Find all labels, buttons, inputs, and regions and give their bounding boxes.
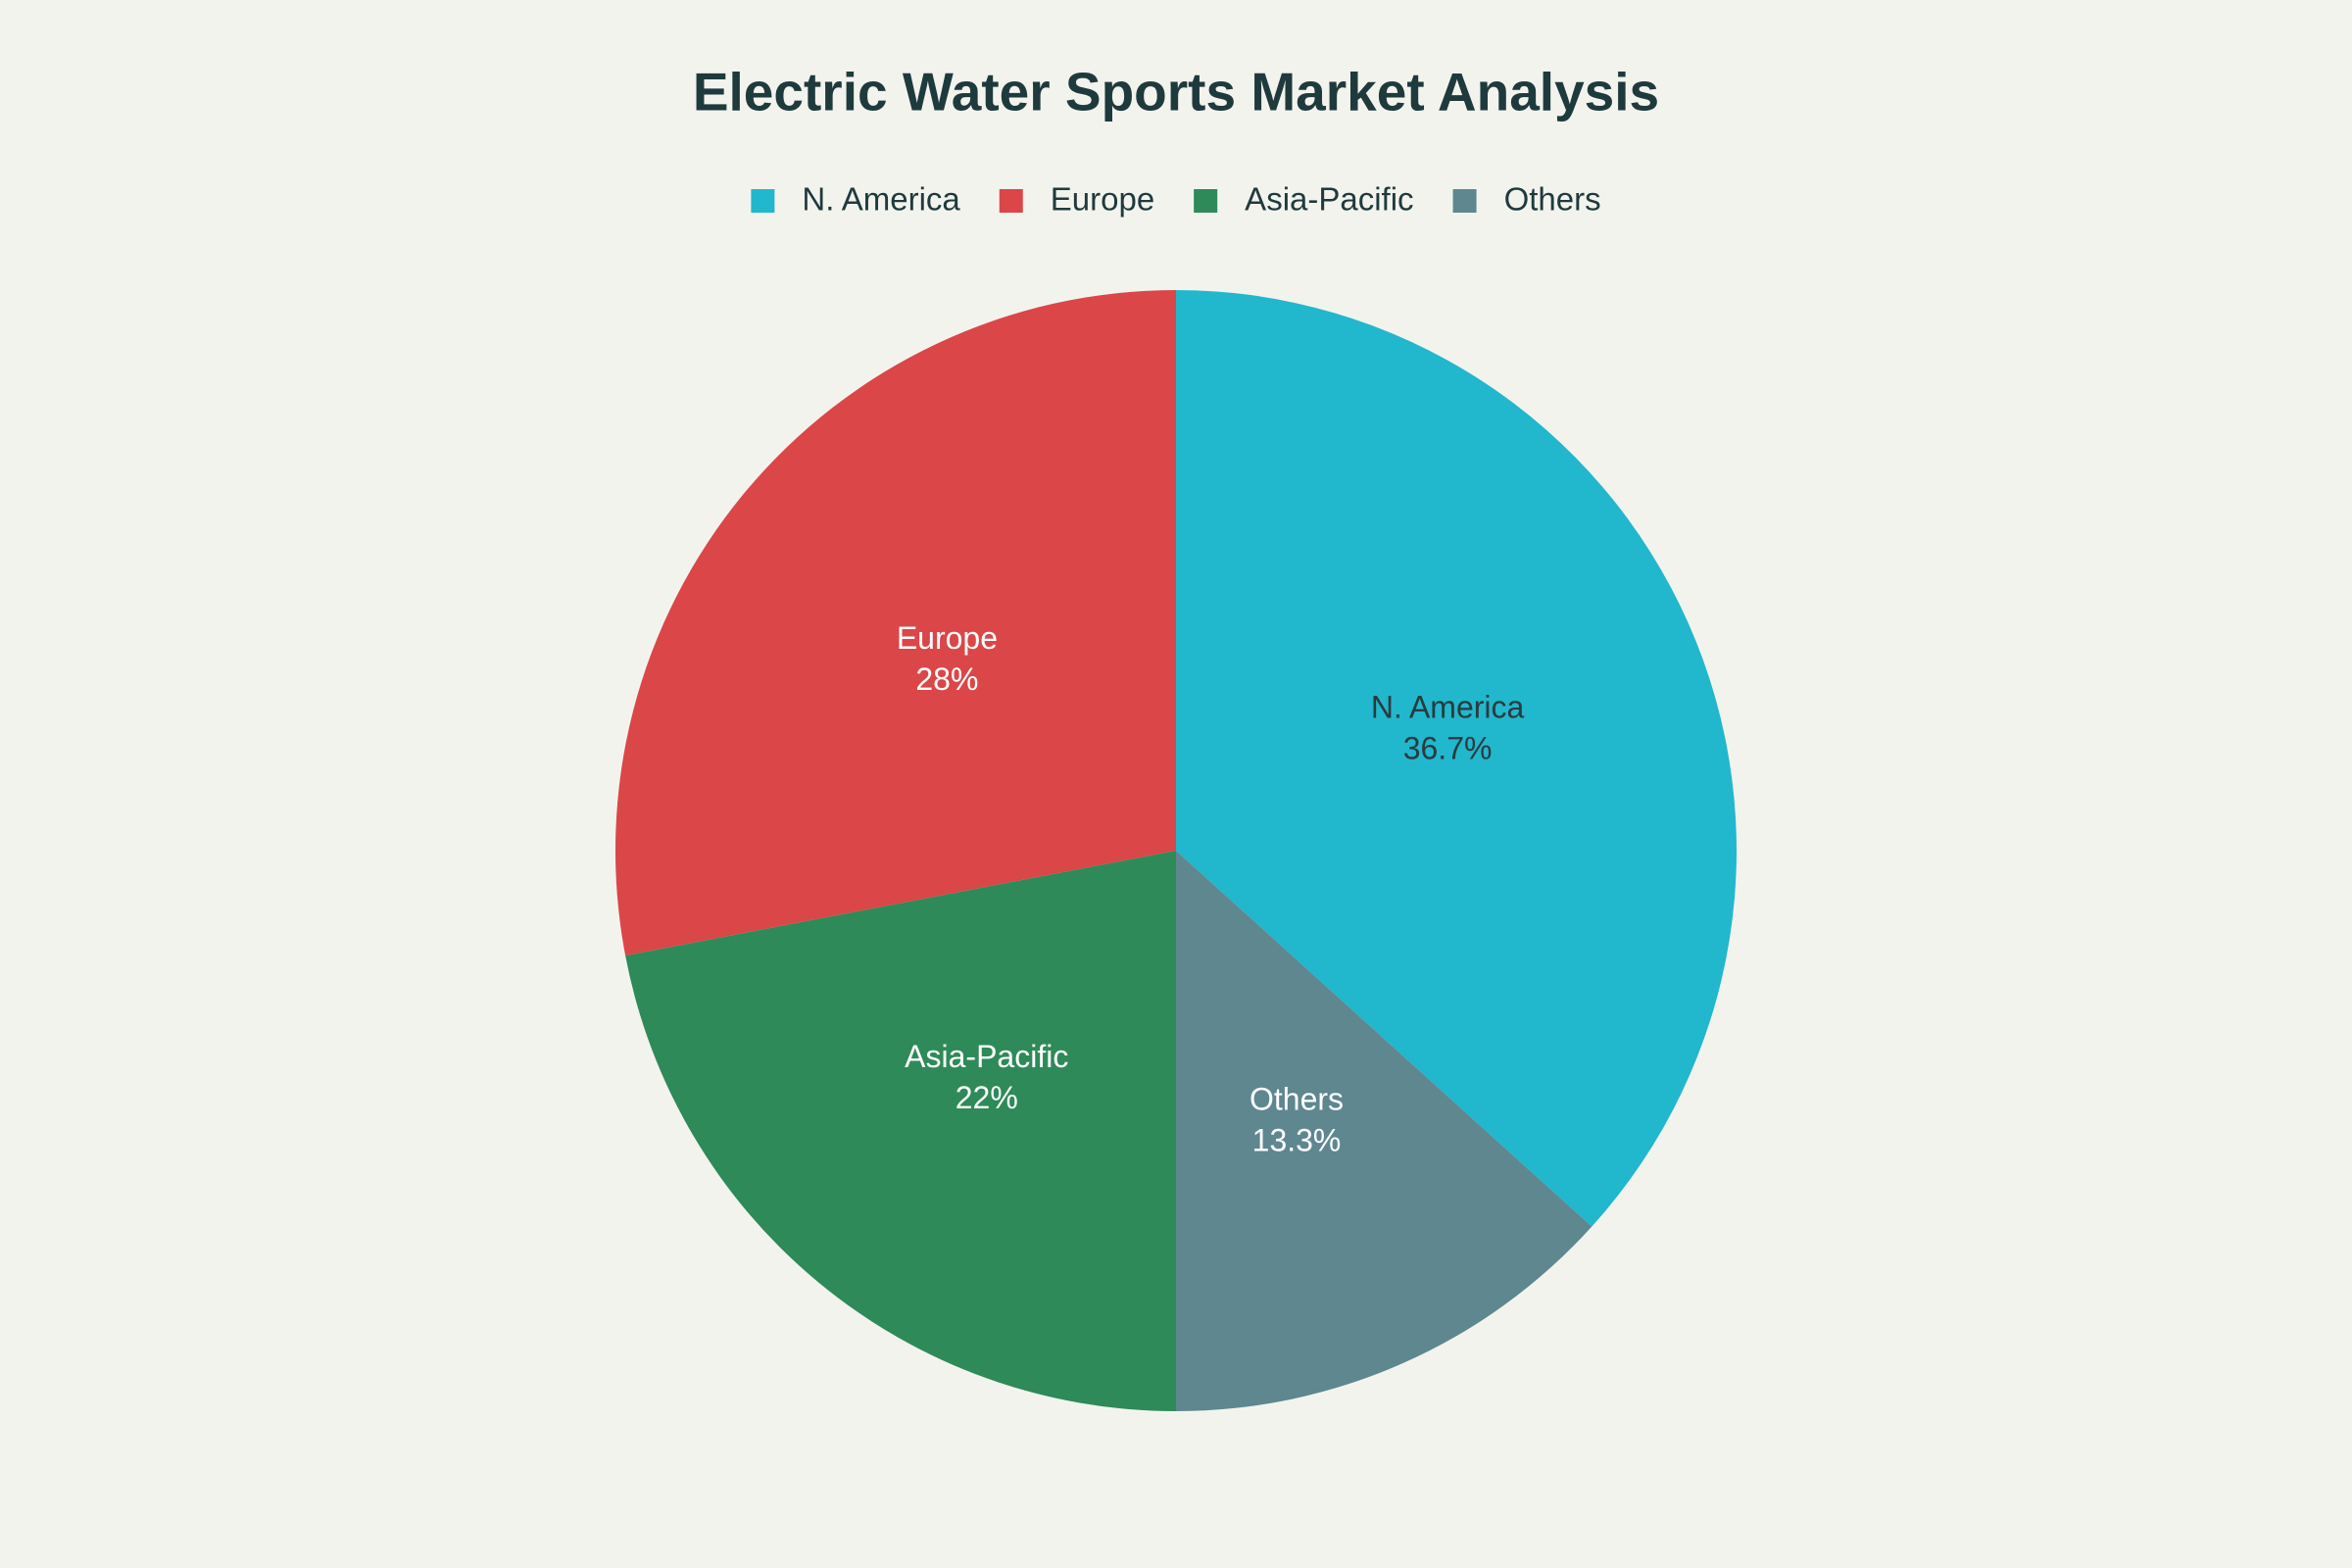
legend-swatch bbox=[999, 189, 1023, 213]
slice-value-label: 28% bbox=[915, 662, 978, 697]
slice-label: Asia-Pacific bbox=[905, 1039, 1068, 1074]
slice-label: N. America bbox=[1371, 689, 1525, 724]
slice-value-label: 36.7% bbox=[1403, 730, 1493, 765]
legend-label: Asia-Pacific bbox=[1245, 181, 1413, 218]
legend-swatch bbox=[1452, 189, 1477, 213]
pie-slice bbox=[1176, 290, 1737, 1227]
legend: N. America Europe Asia-Pacific Others bbox=[751, 181, 1601, 218]
legend-swatch bbox=[1194, 189, 1218, 213]
legend-swatch bbox=[751, 189, 775, 213]
legend-label: N. America bbox=[802, 181, 960, 218]
pie-slice bbox=[615, 290, 1176, 956]
pie-slice bbox=[625, 851, 1176, 1411]
slice-value-label: 13.3% bbox=[1252, 1123, 1342, 1158]
legend-label: Others bbox=[1504, 181, 1601, 218]
chart-title: Electric Water Sports Market Analysis bbox=[693, 62, 1659, 122]
pie-slice bbox=[1176, 851, 1592, 1411]
legend-label: Europe bbox=[1051, 181, 1154, 218]
slice-label: Europe bbox=[897, 620, 998, 656]
slice-value-label: 22% bbox=[956, 1080, 1018, 1115]
slice-label: Others bbox=[1250, 1082, 1344, 1117]
